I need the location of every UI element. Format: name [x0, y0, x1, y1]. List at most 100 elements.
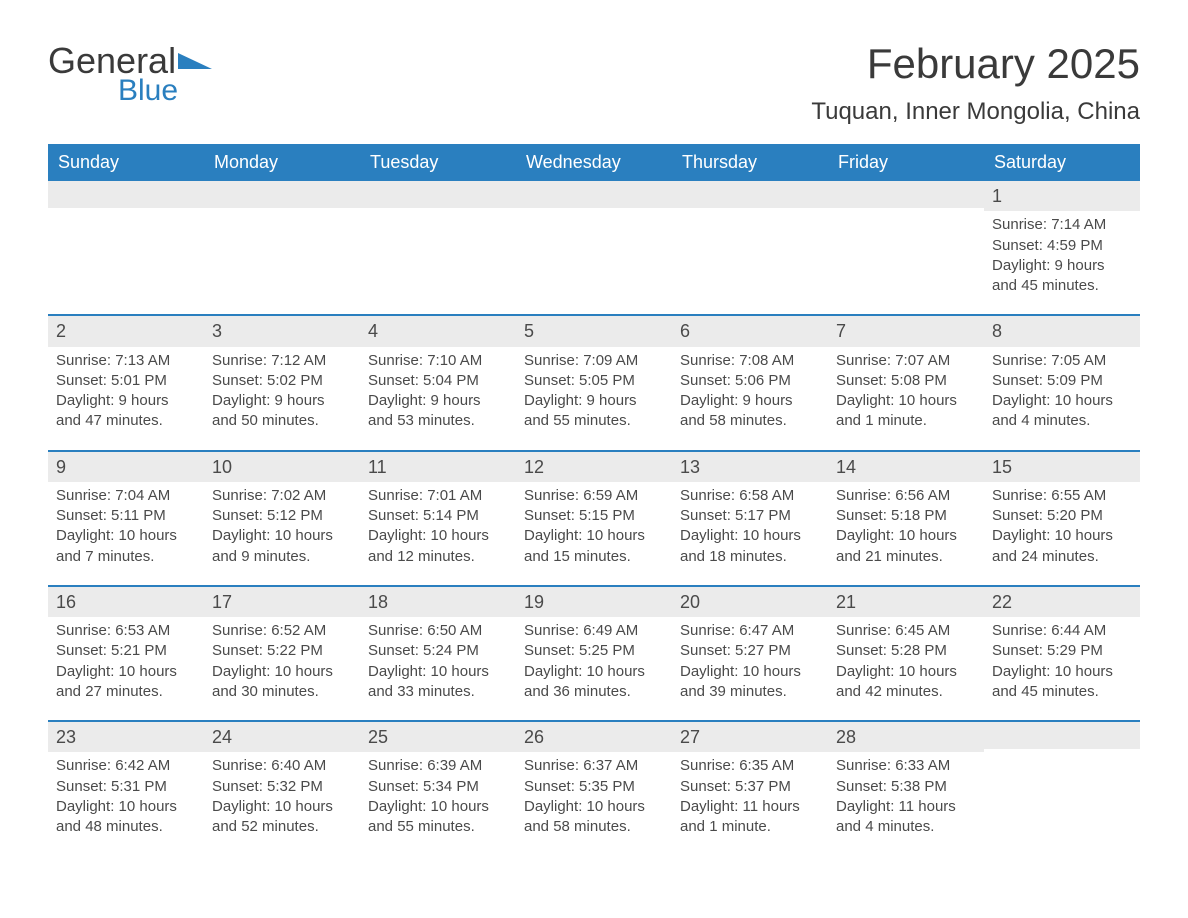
- sunset-line: Sunset: 5:29 PM: [992, 641, 1132, 661]
- day-cell: 15Sunrise: 6:55 AMSunset: 5:20 PMDayligh…: [984, 452, 1140, 585]
- sunrise-line: Sunrise: 6:39 AM: [368, 756, 508, 776]
- daylight-line: Daylight: 10 hours: [836, 662, 976, 682]
- sunrise-line: Sunrise: 6:50 AM: [368, 621, 508, 641]
- day-cell: 22 Sunrise: 6:44 AMSunset: 5:29 PMDayligh…: [984, 587, 1140, 720]
- daylight-line: Daylight: 10 hours: [212, 797, 352, 817]
- day-cell-body: Sunrise: 7:05 AMSunset: 5:09 PMDaylight:…: [984, 351, 1140, 432]
- sunrise-line: Sunrise: 6:53 AM: [56, 621, 196, 641]
- sunset-line: Sunset: 5:01 PM: [56, 371, 196, 391]
- daylight-line: Daylight: 10 hours: [368, 526, 508, 546]
- daylight-line: Daylight: 9 hours: [680, 391, 820, 411]
- day-cell-body: Sunrise: 6:35 AMSunset: 5:37 PMDaylight:…: [672, 756, 828, 837]
- daylight-line: and 45 minutes.: [992, 682, 1132, 702]
- day-cell: 25Sunrise: 6:39 AMSunset: 5:34 PMDayligh…: [360, 722, 516, 855]
- sunrise-line: Sunrise: 6:45 AM: [836, 621, 976, 641]
- sunset-line: Sunset: 5:38 PM: [836, 777, 976, 797]
- week-row: 2Sunrise: 7:13 AMSunset: 5:01 PMDaylight…: [48, 314, 1140, 449]
- day-cell: 18Sunrise: 6:50 AMSunset: 5:24 PMDayligh…: [360, 587, 516, 720]
- day-number-bar: 2: [48, 316, 204, 346]
- day-cell: [984, 722, 1140, 855]
- sunrise-line: Sunrise: 6:49 AM: [524, 621, 664, 641]
- day-cell-body: Sunrise: 6:56 AMSunset: 5:18 PMDaylight:…: [828, 486, 984, 567]
- weekday-header: Thursday: [672, 144, 828, 181]
- day-cell: 7Sunrise: 7:07 AMSunset: 5:08 PMDaylight…: [828, 316, 984, 449]
- daylight-line: and 55 minutes.: [524, 411, 664, 431]
- sunset-line: Sunset: 5:20 PM: [992, 506, 1132, 526]
- sunrise-line: Sunrise: 6:35 AM: [680, 756, 820, 776]
- daylight-line: and 36 minutes.: [524, 682, 664, 702]
- sunset-line: Sunset: 5:11 PM: [56, 506, 196, 526]
- day-number-bar: 23: [48, 722, 204, 752]
- daylight-line: Daylight: 10 hours: [368, 797, 508, 817]
- sunrise-line: Sunrise: 6:47 AM: [680, 621, 820, 641]
- day-cell: 16Sunrise: 6:53 AMSunset: 5:21 PMDayligh…: [48, 587, 204, 720]
- daylight-line: Daylight: 10 hours: [992, 662, 1132, 682]
- day-cell: 19 Sunrise: 6:49 AMSunset: 5:25 PMDayligh…: [516, 587, 672, 720]
- daylight-line: Daylight: 9 hours: [368, 391, 508, 411]
- sunset-line: Sunset: 5:32 PM: [212, 777, 352, 797]
- daylight-line: Daylight: 9 hours: [524, 391, 664, 411]
- daylight-line: and 4 minutes.: [836, 817, 976, 837]
- day-number-bar: 13: [672, 452, 828, 482]
- sunrise-line: Sunrise: 7:08 AM: [680, 351, 820, 371]
- logo: General Blue: [48, 40, 212, 108]
- day-cell-body: Sunrise: 6:58 AMSunset: 5:17 PMDaylight:…: [672, 486, 828, 567]
- day-cell: 20Sunrise: 6:47 AMSunset: 5:27 PMDayligh…: [672, 587, 828, 720]
- daylight-line: and 58 minutes.: [680, 411, 820, 431]
- day-cell: 9Sunrise: 7:04 AMSunset: 5:11 PMDaylight…: [48, 452, 204, 585]
- day-number-bar: 21: [828, 587, 984, 617]
- sunrise-line: Sunrise: 6:33 AM: [836, 756, 976, 776]
- daylight-line: and 30 minutes.: [212, 682, 352, 702]
- calendar: Sunday Monday Tuesday Wednesday Thursday…: [48, 144, 1140, 855]
- day-cell: [516, 181, 672, 314]
- day-cell: 14Sunrise: 6:56 AMSunset: 5:18 PMDayligh…: [828, 452, 984, 585]
- day-cell: 12Sunrise: 6:59 AMSunset: 5:15 PMDayligh…: [516, 452, 672, 585]
- sunset-line: Sunset: 5:14 PM: [368, 506, 508, 526]
- day-number-bar: [672, 181, 828, 208]
- sunset-line: Sunset: 5:21 PM: [56, 641, 196, 661]
- day-number-bar: 19: [516, 587, 672, 617]
- sunset-line: Sunset: 5:02 PM: [212, 371, 352, 391]
- logo-text-blue: Blue: [118, 74, 212, 108]
- sunset-line: Sunset: 5:25 PM: [524, 641, 664, 661]
- day-cell: 3Sunrise: 7:12 AMSunset: 5:02 PMDaylight…: [204, 316, 360, 449]
- day-cell-body: Sunrise: 7:08 AMSunset: 5:06 PMDaylight:…: [672, 351, 828, 432]
- sunrise-line: Sunrise: 7:04 AM: [56, 486, 196, 506]
- daylight-line: and 45 minutes.: [992, 276, 1132, 296]
- sunset-line: Sunset: 5:09 PM: [992, 371, 1132, 391]
- daylight-line: Daylight: 10 hours: [524, 797, 664, 817]
- day-cell: 28Sunrise: 6:33 AMSunset: 5:38 PMDayligh…: [828, 722, 984, 855]
- weekday-header: Wednesday: [516, 144, 672, 181]
- day-cell: [828, 181, 984, 314]
- daylight-line: and 15 minutes.: [524, 547, 664, 567]
- daylight-line: Daylight: 10 hours: [524, 662, 664, 682]
- daylight-line: and 1 minute.: [680, 817, 820, 837]
- daylight-line: Daylight: 11 hours: [680, 797, 820, 817]
- daylight-line: and 33 minutes.: [368, 682, 508, 702]
- daylight-line: Daylight: 10 hours: [680, 526, 820, 546]
- sunrise-line: Sunrise: 6:44 AM: [992, 621, 1132, 641]
- day-cell-body: Sunrise: 7:07 AMSunset: 5:08 PMDaylight:…: [828, 351, 984, 432]
- day-number-bar: [48, 181, 204, 208]
- sunset-line: Sunset: 5:05 PM: [524, 371, 664, 391]
- week-row: 9Sunrise: 7:04 AMSunset: 5:11 PMDaylight…: [48, 450, 1140, 585]
- sunset-line: Sunset: 5:24 PM: [368, 641, 508, 661]
- day-cell-body: Sunrise: 6:47 AMSunset: 5:27 PMDaylight:…: [672, 621, 828, 702]
- week-row: 16Sunrise: 6:53 AMSunset: 5:21 PMDayligh…: [48, 585, 1140, 720]
- day-cell: [204, 181, 360, 314]
- daylight-line: Daylight: 10 hours: [212, 526, 352, 546]
- sunrise-line: Sunrise: 7:02 AM: [212, 486, 352, 506]
- day-number-bar: 22: [984, 587, 1140, 617]
- sunset-line: Sunset: 5:12 PM: [212, 506, 352, 526]
- day-cell-body: Sunrise: 6:45 AMSunset: 5:28 PMDaylight:…: [828, 621, 984, 702]
- weekday-header: Monday: [204, 144, 360, 181]
- sunrise-line: Sunrise: 6:40 AM: [212, 756, 352, 776]
- sunrise-line: Sunrise: 6:42 AM: [56, 756, 196, 776]
- daylight-line: and 55 minutes.: [368, 817, 508, 837]
- day-number-bar: 8: [984, 316, 1140, 346]
- day-number-bar: 25: [360, 722, 516, 752]
- title-block: February 2025 Tuquan, Inner Mongolia, Ch…: [811, 40, 1140, 126]
- sunset-line: Sunset: 5:06 PM: [680, 371, 820, 391]
- daylight-line: Daylight: 9 hours: [212, 391, 352, 411]
- sunrise-line: Sunrise: 6:52 AM: [212, 621, 352, 641]
